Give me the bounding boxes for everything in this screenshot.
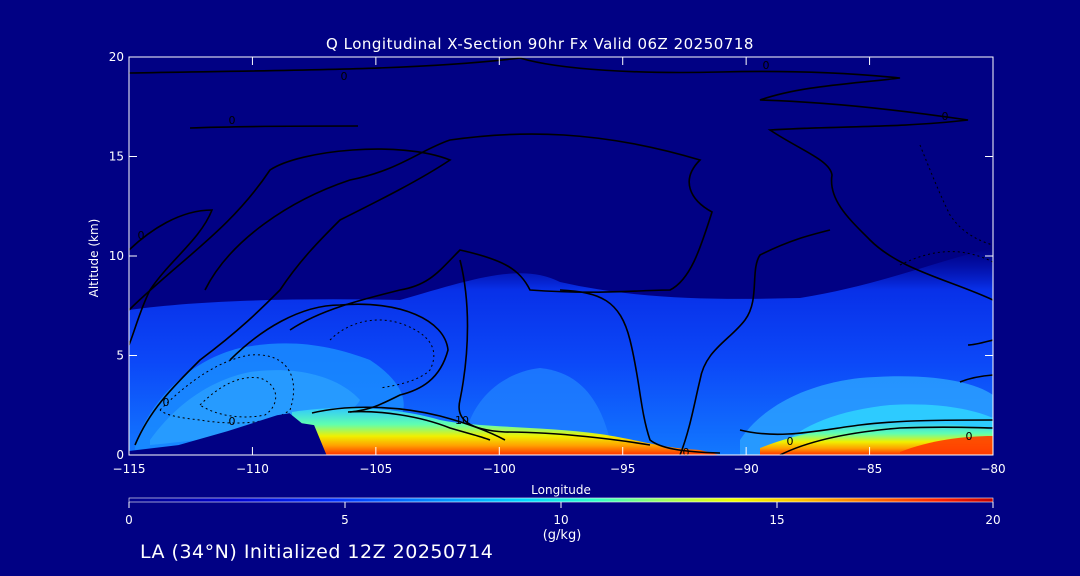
contour-line — [679, 229, 831, 455]
terrain-mask — [129, 413, 993, 455]
x-tick-label: −110 — [236, 462, 269, 476]
contour-line — [739, 419, 993, 436]
colorbar-tick-label: 10 — [553, 513, 568, 527]
contour-line — [204, 133, 713, 331]
contour-line — [347, 410, 491, 441]
contour-line — [779, 426, 993, 455]
x-axis-label: Longitude — [531, 483, 591, 497]
dashed-contour — [919, 144, 993, 246]
x-tick-label: −90 — [733, 462, 758, 476]
x-tick-label: −80 — [980, 462, 1005, 476]
x-tick-label: −95 — [610, 462, 635, 476]
contour-label: 0 — [763, 59, 770, 72]
contour-label: 0 — [229, 114, 236, 127]
dashed-contours — [159, 144, 993, 424]
colorbar-tick-label: 5 — [341, 513, 349, 527]
dashed-contour — [159, 354, 295, 424]
contour-line — [967, 339, 993, 346]
contour-line — [129, 148, 452, 446]
dashed-contour — [199, 376, 277, 418]
contour-label: 0 — [683, 446, 690, 459]
contour-label: 0 — [138, 229, 145, 242]
contour-line — [189, 125, 359, 129]
x-tick-label: −115 — [113, 462, 146, 476]
contour-line — [311, 406, 506, 441]
moisture-field — [129, 248, 993, 455]
run-info-footer: LA (34°N) Initialized 12Z 20250714 — [140, 541, 494, 563]
colorbar-unit-label: (g/kg) — [542, 528, 582, 543]
colorbar-ticks: 0 5 10 15 20 — [125, 502, 1001, 527]
contour-line — [559, 289, 721, 454]
contour-label: 0 — [966, 430, 973, 443]
contour-labels: 0 0 0 0 0 0 0 10 0 0 0 — [138, 59, 973, 459]
y-tick-label: 0 — [116, 448, 124, 462]
y-tick-label: 10 — [109, 249, 124, 263]
x-tick-label: −85 — [857, 462, 882, 476]
contour-line — [959, 374, 993, 383]
contour-line — [229, 303, 449, 413]
contour-label: 10 — [455, 414, 469, 427]
colorbar-tick-label: 20 — [985, 513, 1000, 527]
colorbar-tick-label: 15 — [769, 513, 784, 527]
y-axis: 0 5 10 15 20 — [109, 50, 993, 462]
contour-label: 0 — [229, 415, 236, 428]
contour-line — [129, 209, 214, 346]
moist-core-west-inner — [150, 370, 360, 445]
contour-label: 0 — [787, 435, 794, 448]
colorbar — [128, 497, 994, 503]
chart-title: Q Longitudinal X-Section 90hr Fx Valid 0… — [326, 35, 754, 53]
x-tick-label: −105 — [359, 462, 392, 476]
dashed-contour — [329, 319, 435, 389]
contour-label: 0 — [341, 70, 348, 83]
colorbar-tick-label: 0 — [125, 513, 133, 527]
y-tick-label: 20 — [109, 50, 124, 64]
y-axis-label: Altitude (km) — [87, 219, 101, 298]
contour-label: 0 — [942, 110, 949, 123]
y-tick-label: 5 — [116, 349, 124, 363]
x-axis: −115 −110 −105 −100 −95 −90 −85 −80 — [113, 57, 1006, 476]
contour-label: 0 — [163, 396, 170, 409]
x-tick-label: −100 — [483, 462, 516, 476]
contour-lines — [129, 57, 993, 455]
contour-line — [129, 57, 993, 301]
moist-core-central — [470, 368, 610, 440]
hot-core-east — [900, 436, 993, 455]
y-tick-label: 15 — [109, 150, 124, 164]
